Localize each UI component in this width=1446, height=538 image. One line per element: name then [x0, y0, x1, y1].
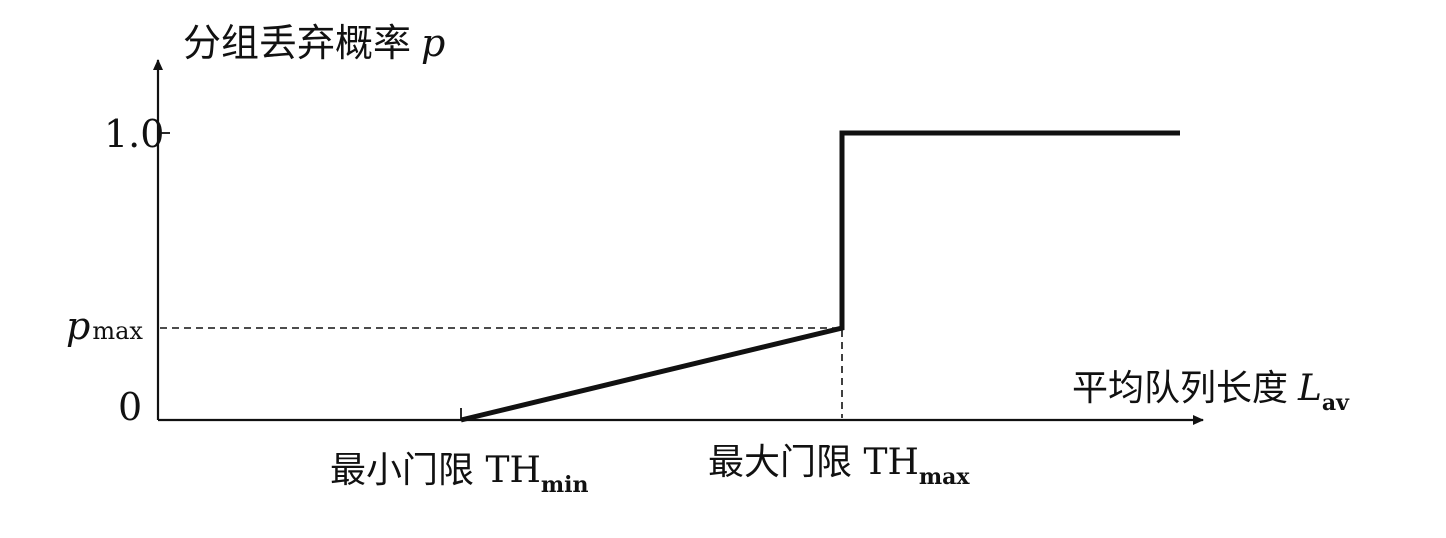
x-tick-label-thmax: 最大门限 THmax — [708, 442, 970, 490]
y-tick-label-pmax: pmax — [66, 304, 143, 348]
x-axis-label-text: 平均队列长度 — [1072, 368, 1288, 409]
y-tick-label-zero: 0 — [118, 385, 142, 429]
x-axis-label: 平均队列长度 Lav — [1072, 368, 1350, 416]
pmax-sub: max — [92, 317, 143, 345]
thmax-text: 最大门限 TH — [708, 442, 919, 483]
drop-probability-curve — [460, 130, 1180, 423]
x-axis-label-sub: av — [1322, 390, 1350, 416]
x-tick-label-thmin: 最小门限 THmin — [330, 450, 589, 498]
thmin-sub: min — [541, 472, 589, 498]
y-axis-label: 分组丢弃概率 p — [183, 21, 445, 65]
x-axis-label-var: L — [1297, 368, 1322, 409]
thmax-sub: max — [919, 464, 971, 490]
thmin-text: 最小门限 TH — [330, 450, 541, 491]
y-axis-label-text: 分组丢弃概率 — [183, 21, 411, 65]
y-axis-label-var: p — [421, 21, 445, 65]
y-tick-label-one: 1.0 — [104, 112, 164, 156]
pmax-var: p — [66, 304, 90, 348]
